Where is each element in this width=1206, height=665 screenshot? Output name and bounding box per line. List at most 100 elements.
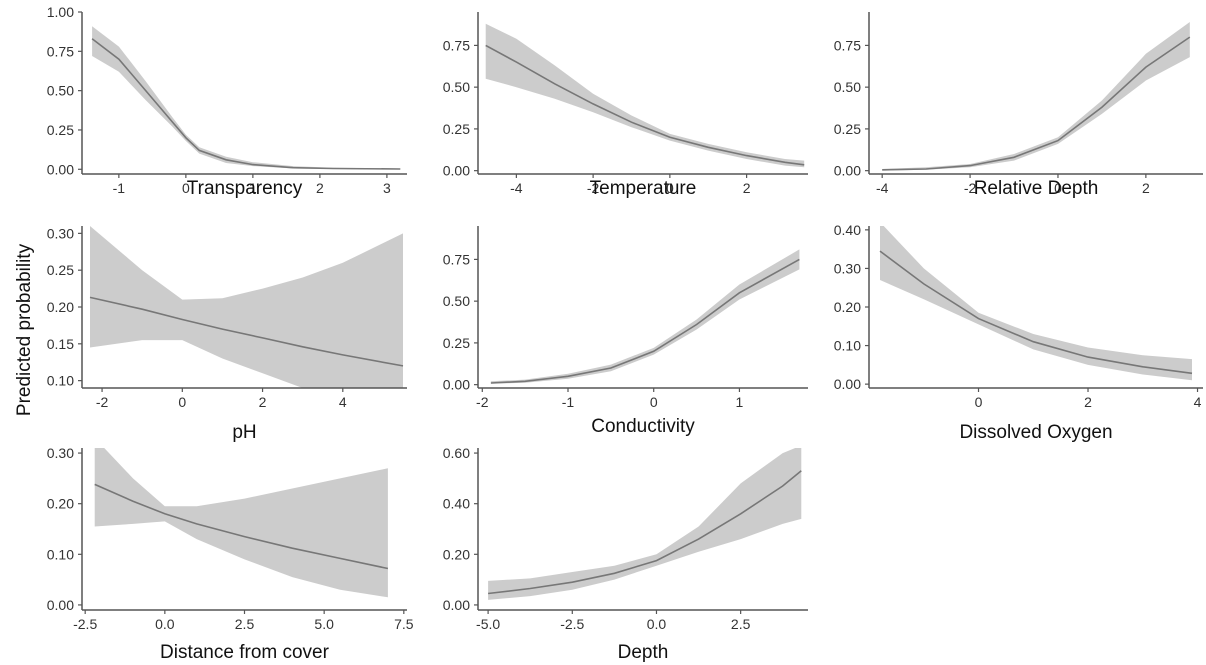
x-tick-label: 4 <box>339 394 347 410</box>
panel-8: -5.0 -2.5 0.0 2.5 0.00 0.20 0.40 0.60 Depth <box>443 445 808 663</box>
y-tick-label: 0.25 <box>443 121 470 137</box>
panel-3: -4 -2 0 2 0.00 0.25 0.50 0.75 Relative Depth <box>834 12 1203 199</box>
y-tick-label: 1.00 <box>47 4 74 20</box>
y-tick-label: 0.15 <box>47 336 74 352</box>
x-tick-label: -1 <box>113 180 126 196</box>
y-tick-label: 0.40 <box>443 496 470 512</box>
x-tick-label: 7.5 <box>394 616 414 632</box>
y-tick-label: 0.25 <box>443 335 470 351</box>
x-axis-label: Temperature <box>590 178 697 199</box>
x-tick-label: 2.5 <box>731 616 751 632</box>
x-tick-label: 1 <box>736 394 744 410</box>
fitted-line <box>490 258 800 384</box>
x-tick-label: -2 <box>587 180 600 196</box>
fitted-line <box>89 296 404 367</box>
y-tick-label: 0.40 <box>834 222 861 238</box>
y-tick-label: 0.75 <box>443 251 470 267</box>
panel-4: -2 0 2 4 0.10 0.15 0.20 0.25 0.30 pH <box>47 225 407 443</box>
x-tick-label: -1 <box>562 394 575 410</box>
x-tick-label: 3 <box>383 180 391 196</box>
x-tick-label: 2 <box>1142 180 1150 196</box>
y-tick-label: 0.75 <box>47 43 74 59</box>
y-tick-label: 0.25 <box>47 122 74 138</box>
y-tick-label: 0.30 <box>47 225 74 241</box>
x-tick-label: -2 <box>476 394 489 410</box>
y-tick-label: 0.00 <box>443 597 470 613</box>
y-tick-label: 0.10 <box>47 373 74 389</box>
x-tick-label: 0 <box>178 394 186 410</box>
x-tick-label: -4 <box>510 180 523 196</box>
x-tick-label: 0.0 <box>155 616 175 632</box>
x-tick-label: 0 <box>1054 180 1062 196</box>
y-tick-label: 0.25 <box>47 262 74 278</box>
x-tick-label: 0 <box>666 180 674 196</box>
x-tick-label: 0 <box>182 180 190 196</box>
y-tick-label: 0.00 <box>47 597 74 613</box>
x-axis-label: Transparency <box>187 178 303 199</box>
x-tick-label: 2 <box>1084 394 1092 410</box>
x-tick-label: 2.5 <box>235 616 255 632</box>
x-axis-label: Depth <box>618 642 669 663</box>
x-tick-label: -2.5 <box>560 616 584 632</box>
y-tick-label: 0.20 <box>47 299 74 315</box>
fitted-line <box>488 470 802 595</box>
y-tick-label: 0.20 <box>834 299 861 315</box>
y-tick-label: 0.50 <box>834 79 861 95</box>
x-tick-label: 0.0 <box>647 616 667 632</box>
y-tick-label: 0.75 <box>443 37 470 53</box>
y-tick-label: 0.50 <box>443 79 470 95</box>
y-tick-label: 0.00 <box>834 163 861 179</box>
y-tick-label: 0.20 <box>47 496 74 512</box>
panel-1: -1 0 1 2 3 0.00 0.25 0.50 0.75 1.00 Transparency <box>47 4 407 199</box>
y-tick-label: 0.00 <box>47 161 74 177</box>
confidence-band <box>485 23 805 168</box>
x-axis-label: Distance from cover <box>160 642 330 663</box>
x-tick-label: 2 <box>743 180 751 196</box>
x-tick-label: 5.0 <box>314 616 334 632</box>
y-tick-label: 0.30 <box>47 445 74 461</box>
x-axis-label: Conductivity <box>591 416 695 437</box>
fitted-line <box>91 38 401 170</box>
y-tick-label: 0.00 <box>834 376 861 392</box>
x-tick-label: -5.0 <box>476 616 500 632</box>
panel-7: -2.5 0.0 2.5 5.0 7.5 0.00 0.10 0.20 0.30 Distance… <box>47 445 414 663</box>
y-tick-label: 0.50 <box>443 293 470 309</box>
panel-2: -4 -2 0 2 0.00 0.25 0.50 0.75 Temperature <box>443 12 808 199</box>
y-tick-label: 0.75 <box>834 37 861 53</box>
panel-5: -2 -1 0 1 0.00 0.25 0.50 0.75 Conductivity <box>443 226 808 437</box>
x-tick-label: -2 <box>96 394 109 410</box>
x-tick-label: 0 <box>975 394 983 410</box>
confidence-band <box>880 226 1192 381</box>
fitted-line <box>94 483 389 570</box>
y-tick-label: 0.10 <box>834 338 861 354</box>
x-tick-label: -4 <box>876 180 889 196</box>
x-axis-label: Dissolved Oxygen <box>959 422 1112 443</box>
y-tick-label: 0.60 <box>443 445 470 461</box>
y-tick-label: 0.00 <box>443 377 470 393</box>
fitted-line <box>882 36 1191 171</box>
y-axis-label: Predicted probability <box>14 243 35 416</box>
confidence-band <box>488 448 802 600</box>
y-tick-label: 0.50 <box>47 83 74 99</box>
x-axis-label: pH <box>232 422 256 443</box>
panel-6: 0 2 4 0.00 0.10 0.20 0.30 0.40 Dissolved Oxygen <box>834 222 1203 443</box>
y-tick-label: 0.00 <box>443 163 470 179</box>
confidence-band <box>90 226 403 388</box>
confidence-band <box>94 448 388 598</box>
x-tick-label: 2 <box>316 180 324 196</box>
y-tick-label: 0.25 <box>834 121 861 137</box>
x-tick-label: 4 <box>1194 394 1202 410</box>
x-tick-label: -2.5 <box>73 616 97 632</box>
x-tick-label: 2 <box>259 394 267 410</box>
x-axis-label: Relative Depth <box>974 178 1099 199</box>
y-tick-label: 0.30 <box>834 260 861 276</box>
fitted-line <box>485 44 805 166</box>
x-tick-label: -2 <box>964 180 977 196</box>
y-tick-label: 0.20 <box>443 546 470 562</box>
fitted-line <box>879 250 1193 375</box>
x-tick-label: 0 <box>650 394 658 410</box>
x-tick-label: 1 <box>249 180 257 196</box>
confidence-band <box>490 249 800 384</box>
